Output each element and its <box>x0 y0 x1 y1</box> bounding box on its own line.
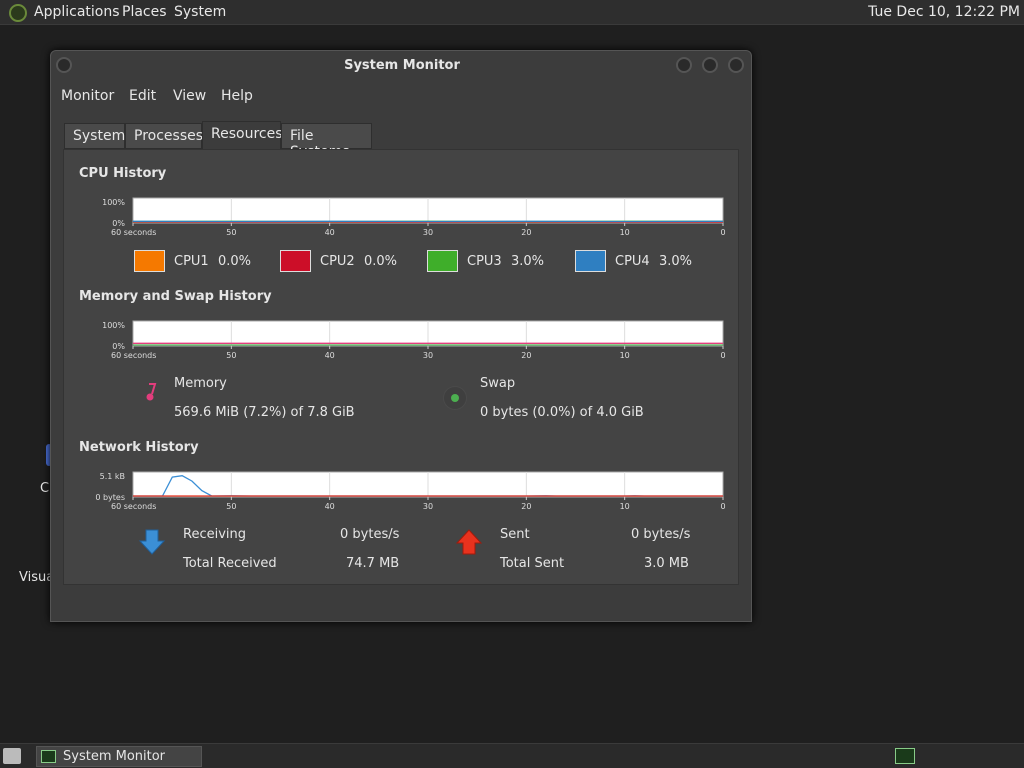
bottom-panel: System Monitor <box>0 743 1024 768</box>
x-tick-label: 50 <box>226 228 236 237</box>
cpu-name: CPU4 <box>615 254 650 269</box>
x-tick-label: 50 <box>226 502 236 511</box>
cpu-name: CPU2 <box>320 254 355 269</box>
x-tick-label: 40 <box>325 502 335 511</box>
y-axis-top-label: 5.1 kB <box>100 472 125 481</box>
swap-pie-icon <box>443 386 467 410</box>
receiving-label: Receiving <box>183 527 247 542</box>
x-tick-label: 10 <box>620 502 630 511</box>
system-monitor-app-icon <box>41 750 56 763</box>
x-tick-label: 0 <box>720 351 725 360</box>
menu-edit[interactable]: Edit <box>129 88 157 104</box>
tab-resources[interactable]: Resources <box>202 121 283 149</box>
x-tick-label: 60 seconds <box>111 351 156 360</box>
applications-menu[interactable]: Applications <box>34 4 120 20</box>
cpu-value: 0.0% <box>218 254 252 269</box>
system-monitor-applet-icon[interactable] <box>895 748 915 764</box>
minimize-button[interactable] <box>676 57 692 73</box>
system-menu[interactable]: System <box>174 4 227 20</box>
cpu-color-swatch[interactable] <box>427 250 458 272</box>
memory-history-heading: Memory and Swap History <box>79 289 272 304</box>
receiving-arrow-icon <box>138 529 166 555</box>
places-menu[interactable]: Places <box>122 4 167 20</box>
memory-label: Memory <box>174 376 227 391</box>
tab-system[interactable]: System <box>64 123 125 149</box>
x-tick-label: 20 <box>521 228 531 237</box>
menu-monitor[interactable]: Monitor <box>61 88 115 104</box>
x-tick-label: 30 <box>423 351 433 360</box>
y-axis-bottom-label: 0% <box>112 342 125 351</box>
cpu-color-swatch[interactable] <box>575 250 606 272</box>
memory-pie-icon <box>146 383 157 401</box>
x-tick-label: 40 <box>325 228 335 237</box>
cpu-value: 3.0% <box>511 254 545 269</box>
desktop-icon-label: Visua <box>19 570 55 585</box>
x-tick-label: 10 <box>620 228 630 237</box>
taskbar-item-label: System Monitor <box>63 749 166 764</box>
x-tick-label: 0 <box>720 502 725 511</box>
total-received-label: Total Received <box>183 556 277 571</box>
y-axis-bottom-label: 0% <box>112 219 125 228</box>
cpu-color-swatch[interactable] <box>134 250 165 272</box>
x-tick-label: 30 <box>423 228 433 237</box>
x-tick-label: 40 <box>325 351 335 360</box>
x-tick-label: 20 <box>521 502 531 511</box>
graph-canvas: 100% 0%60 seconds 50 40 30 20 10 0 <box>102 320 726 360</box>
y-axis-top-label: 100% <box>102 321 125 330</box>
receiving-value: 0 bytes/s <box>340 527 400 542</box>
desktop-icon[interactable] <box>46 444 52 466</box>
sent-label: Sent <box>500 527 530 542</box>
graph-canvas: 100% 0%60 seconds 50 40 30 20 10 0 <box>102 197 726 237</box>
show-desktop-icon[interactable] <box>3 748 21 764</box>
cpu-history-heading: CPU History <box>79 166 167 181</box>
total-sent-value: 3.0 MB <box>644 556 689 571</box>
cpu-color-swatch[interactable] <box>280 250 311 272</box>
cpu-name: CPU3 <box>467 254 502 269</box>
menu-view[interactable]: View <box>173 88 207 104</box>
x-tick-label: 20 <box>521 351 531 360</box>
total-sent-label: Total Sent <box>500 556 565 571</box>
cpu-value: 3.0% <box>659 254 693 269</box>
total-received-value: 74.7 MB <box>346 556 400 571</box>
taskbar-item-system-monitor[interactable]: System Monitor <box>36 746 202 767</box>
y-axis-bottom-label: 0 bytes <box>95 493 125 502</box>
tab-processes[interactable]: Processes <box>125 123 203 149</box>
network-history-heading: Network History <box>79 440 199 455</box>
x-tick-label: 30 <box>423 502 433 511</box>
clock[interactable]: Tue Dec 10, 12:22 PM <box>868 4 1020 20</box>
swap-value: 0 bytes (0.0%) of 4.0 GiB <box>480 405 644 420</box>
close-button[interactable] <box>728 57 744 73</box>
distro-logo-icon[interactable] <box>9 4 27 22</box>
maximize-button[interactable] <box>702 57 718 73</box>
window-title: System Monitor <box>344 58 460 73</box>
x-tick-label: 50 <box>226 351 236 360</box>
x-tick-label: 10 <box>620 351 630 360</box>
system-monitor-window: System Monitor Monitor Edit View Help Sy… <box>50 50 752 622</box>
y-axis-top-label: 100% <box>102 198 125 207</box>
window-menu-button[interactable] <box>56 57 72 73</box>
x-tick-label: 60 seconds <box>111 228 156 237</box>
menu-help[interactable]: Help <box>221 88 253 104</box>
x-tick-label: 0 <box>720 228 725 237</box>
x-tick-label: 60 seconds <box>111 502 156 511</box>
sent-value: 0 bytes/s <box>631 527 691 542</box>
cpu-name: CPU1 <box>174 254 209 269</box>
top-panel: Applications Places System Tue Dec 10, 1… <box>0 0 1024 25</box>
swap-label: Swap <box>480 376 516 391</box>
cpu-value: 0.0% <box>364 254 398 269</box>
sent-arrow-icon <box>455 529 483 555</box>
desktop-icon-label: C <box>40 481 50 496</box>
memory-value: 569.6 MiB (7.2%) of 7.8 GiB <box>174 405 355 420</box>
